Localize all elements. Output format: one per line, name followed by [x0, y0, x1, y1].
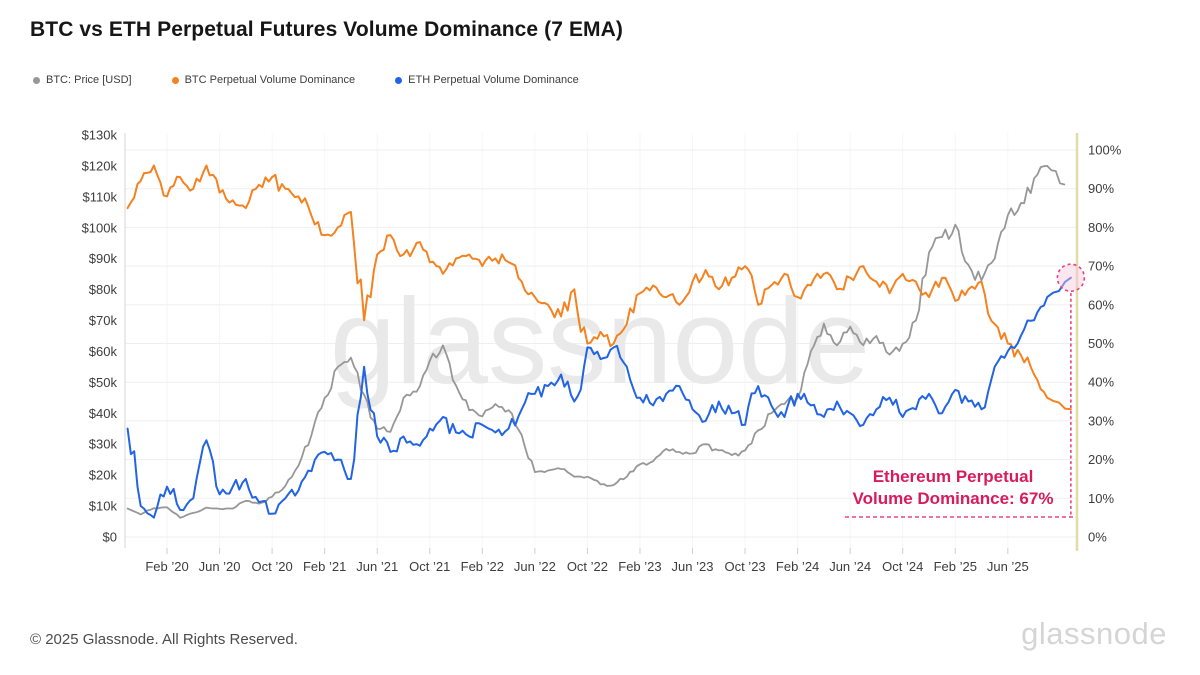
y-left-tick-label: $0 — [103, 530, 117, 545]
btc-dominance-line — [126, 164, 1072, 411]
y-left-tick-label: $120k — [82, 158, 118, 173]
y-right-tick-label: 10% — [1088, 491, 1114, 506]
glassnode-logo: glassnode — [1021, 616, 1167, 651]
eth-dominance-annotation: Ethereum Perpetual Volume Dominance: 67% — [840, 466, 1066, 511]
x-axis-tick-label: Jun ’23 — [672, 559, 714, 574]
chart-legend: BTC: Price [USD] BTC Perpetual Volume Do… — [33, 74, 579, 86]
eth-dominance-line — [126, 276, 1072, 519]
y-right-tick-label: 30% — [1088, 413, 1114, 428]
y-right-tick-label: 0% — [1088, 530, 1107, 545]
legend-dot-gray-icon — [33, 76, 40, 84]
legend-dot-blue-icon — [395, 76, 403, 84]
btc-price-line — [126, 164, 1066, 519]
legend-item-btc-dominance[interactable]: BTC Perpetual Volume Dominance — [171, 74, 356, 86]
x-axis-tick-label: Jun ’25 — [987, 559, 1029, 574]
x-axis-tick-label: Jun ’20 — [199, 559, 241, 574]
y-right-tick-label: 100% — [1088, 143, 1122, 158]
annotation-line2: Volume Dominance: 67% — [852, 489, 1054, 509]
glassnode-watermark: glassnode — [330, 273, 870, 409]
y-left-tick-label: $40k — [89, 406, 118, 421]
x-axis-tick-label: Oct ’22 — [567, 559, 608, 574]
y-left-tick-label: $50k — [89, 375, 118, 390]
x-axis-tick-label: Feb ’21 — [303, 559, 346, 574]
y-left-tick-label: $100k — [82, 220, 118, 235]
current-value-marker — [1056, 263, 1086, 293]
legend-label-eth-dominance: ETH Perpetual Volume Dominance — [408, 74, 579, 86]
legend-item-eth-dominance[interactable]: ETH Perpetual Volume Dominance — [395, 74, 579, 86]
x-axis-tick-label: Jun ’22 — [514, 559, 556, 574]
x-axis-tick-label: Feb ’20 — [145, 559, 188, 574]
y-left-tick-label: $10k — [89, 499, 118, 514]
y-right-tick-label: 60% — [1088, 297, 1114, 312]
y-right-tick-label: 90% — [1088, 181, 1114, 196]
y-right-tick-label: 20% — [1088, 452, 1114, 467]
x-axis-tick-label: Feb ’22 — [461, 559, 504, 574]
x-axis-tick-label: Feb ’23 — [618, 559, 661, 574]
x-axis-tick-label: Jun ’24 — [829, 559, 871, 574]
x-axis-tick-label: Oct ’21 — [409, 559, 450, 574]
legend-label-btc-price: BTC: Price [USD] — [46, 74, 132, 86]
legend-item-btc-price[interactable]: BTC: Price [USD] — [33, 74, 132, 86]
legend-label-btc-dominance: BTC Perpetual Volume Dominance — [184, 74, 356, 86]
footer-copyright: © 2025 Glassnode. All Rights Reserved. — [30, 631, 298, 648]
y-left-tick-label: $60k — [89, 344, 118, 359]
x-axis-tick-label: Oct ’20 — [252, 559, 293, 574]
x-axis-tick-label: Oct ’24 — [882, 559, 923, 574]
x-axis-tick-label: Feb ’24 — [776, 559, 819, 574]
y-left-tick-label: $110k — [83, 189, 118, 204]
y-left-tick-label: $90k — [89, 251, 118, 266]
legend-dot-orange-icon — [171, 76, 179, 84]
x-axis-tick-label: Jun ’21 — [356, 559, 398, 574]
y-left-tick-label: $80k — [89, 282, 118, 297]
y-right-tick-label: 50% — [1088, 336, 1114, 351]
y-left-tick-label: $20k — [89, 468, 118, 483]
y-left-tick-label: $130k — [82, 128, 118, 143]
y-right-tick-label: 40% — [1088, 375, 1114, 390]
chart-title: BTC vs ETH Perpetual Futures Volume Domi… — [30, 18, 624, 41]
annotation-line1: Ethereum Perpetual — [872, 467, 1034, 486]
x-axis-tick-label: Feb ’25 — [934, 559, 977, 574]
x-axis-tick-label: Oct ’23 — [724, 559, 765, 574]
y-right-tick-label: 70% — [1088, 259, 1114, 274]
y-left-tick-label: $30k — [89, 437, 118, 452]
y-right-tick-label: 80% — [1088, 220, 1114, 235]
y-left-tick-label: $70k — [89, 313, 118, 328]
